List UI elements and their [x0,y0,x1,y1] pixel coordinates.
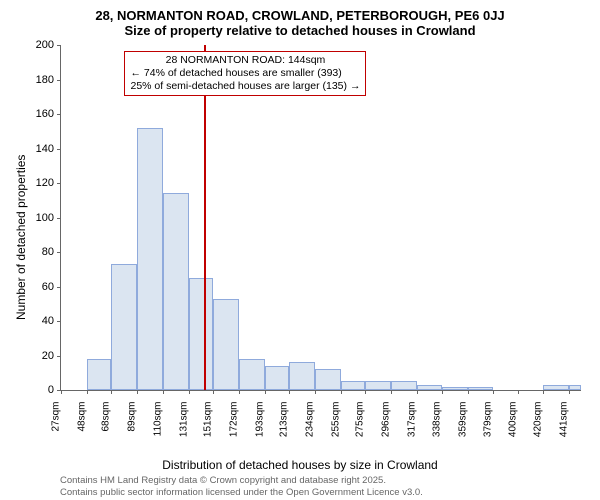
histogram-bar [543,385,569,390]
x-tick-mark [341,390,342,394]
x-tick-label: 27sqm [51,402,62,442]
x-tick-mark [391,390,392,394]
x-tick-label: 193sqm [254,402,265,442]
plot-area: 28 NORMANTON ROAD: 144sqm← 74% of detach… [60,45,581,391]
histogram-bar [341,381,366,390]
x-tick-mark [468,390,469,394]
histogram-bar [213,299,239,390]
x-tick-mark [189,390,190,394]
histogram-bar [189,278,214,390]
annotation-line1: 28 NORMANTON ROAD: 144sqm [130,54,360,67]
x-tick-mark [163,390,164,394]
y-tick-label: 120 [36,177,54,189]
x-tick-mark [518,390,519,394]
y-tick-label: 0 [48,384,54,396]
histogram-bar [289,362,315,390]
histogram-bar [365,381,391,390]
x-tick-label: 68sqm [101,402,112,442]
y-tick-label: 100 [36,212,54,224]
y-tick-mark [57,80,61,81]
chart-container: 28, NORMANTON ROAD, CROWLAND, PETERBOROU… [0,0,600,500]
x-tick-mark [315,390,316,394]
x-tick-label: 48sqm [76,402,87,442]
x-tick-mark [61,390,62,394]
x-tick-mark [417,390,418,394]
y-tick-label: 60 [42,281,54,293]
histogram-bar [239,359,265,390]
histogram-bar [163,193,189,390]
x-tick-label: 131sqm [178,402,189,442]
x-axis-label: Distribution of detached houses by size … [0,458,600,472]
reference-line [204,45,206,390]
x-tick-mark [569,390,570,394]
y-tick-mark [57,252,61,253]
annotation-line2: ← 74% of detached houses are smaller (39… [130,67,360,80]
x-tick-label: 89sqm [127,402,138,442]
x-tick-label: 213sqm [279,402,290,442]
x-tick-mark [543,390,544,394]
annotation-box: 28 NORMANTON ROAD: 144sqm← 74% of detach… [124,51,366,96]
y-tick-label: 180 [36,74,54,86]
y-tick-mark [57,183,61,184]
y-tick-label: 80 [42,246,54,258]
y-tick-label: 40 [42,315,54,327]
annotation-line3: 25% of semi-detached houses are larger (… [130,80,360,93]
x-tick-mark [493,390,494,394]
x-tick-mark [265,390,266,394]
y-tick-mark [57,287,61,288]
x-tick-label: 441sqm [558,402,569,442]
x-tick-mark [365,390,366,394]
y-tick-label: 160 [36,108,54,120]
x-tick-mark [111,390,112,394]
histogram-bar [468,387,493,390]
x-tick-mark [87,390,88,394]
y-axis-label: Number of detached properties [14,155,28,320]
y-tick-mark [57,356,61,357]
chart-title-sub: Size of property relative to detached ho… [0,23,600,38]
histogram-bar [417,385,443,390]
histogram-bar [391,381,417,390]
x-tick-mark [239,390,240,394]
x-tick-label: 255sqm [330,402,341,442]
x-tick-label: 172sqm [228,402,239,442]
chart-title-main: 28, NORMANTON ROAD, CROWLAND, PETERBOROU… [0,0,600,23]
y-tick-mark [57,114,61,115]
x-tick-label: 379sqm [482,402,493,442]
y-tick-mark [57,321,61,322]
histogram-bar [265,366,290,390]
histogram-bar [442,387,468,390]
y-tick-label: 140 [36,143,54,155]
histogram-bar [111,264,137,390]
x-tick-label: 420sqm [532,402,543,442]
x-tick-mark [442,390,443,394]
x-tick-mark [137,390,138,394]
x-tick-label: 400sqm [508,402,519,442]
histogram-bar [569,385,581,390]
y-tick-label: 20 [42,350,54,362]
x-tick-label: 110sqm [152,402,163,442]
x-tick-label: 317sqm [406,402,417,442]
y-tick-label: 200 [36,39,54,51]
histogram-bar [87,359,112,390]
y-tick-mark [57,149,61,150]
x-tick-mark [213,390,214,394]
x-tick-label: 275sqm [355,402,366,442]
x-tick-mark [289,390,290,394]
x-tick-label: 338sqm [432,402,443,442]
histogram-bar [137,128,163,390]
x-tick-label: 296sqm [380,402,391,442]
y-tick-mark [57,218,61,219]
footer-line1: Contains HM Land Registry data © Crown c… [60,475,423,486]
x-tick-label: 234sqm [304,402,315,442]
x-tick-label: 151sqm [203,402,214,442]
footer-line2: Contains public sector information licen… [60,487,423,498]
y-tick-mark [57,45,61,46]
histogram-bar [315,369,341,390]
footer-attribution: Contains HM Land Registry data © Crown c… [60,475,423,498]
x-tick-label: 359sqm [458,402,469,442]
